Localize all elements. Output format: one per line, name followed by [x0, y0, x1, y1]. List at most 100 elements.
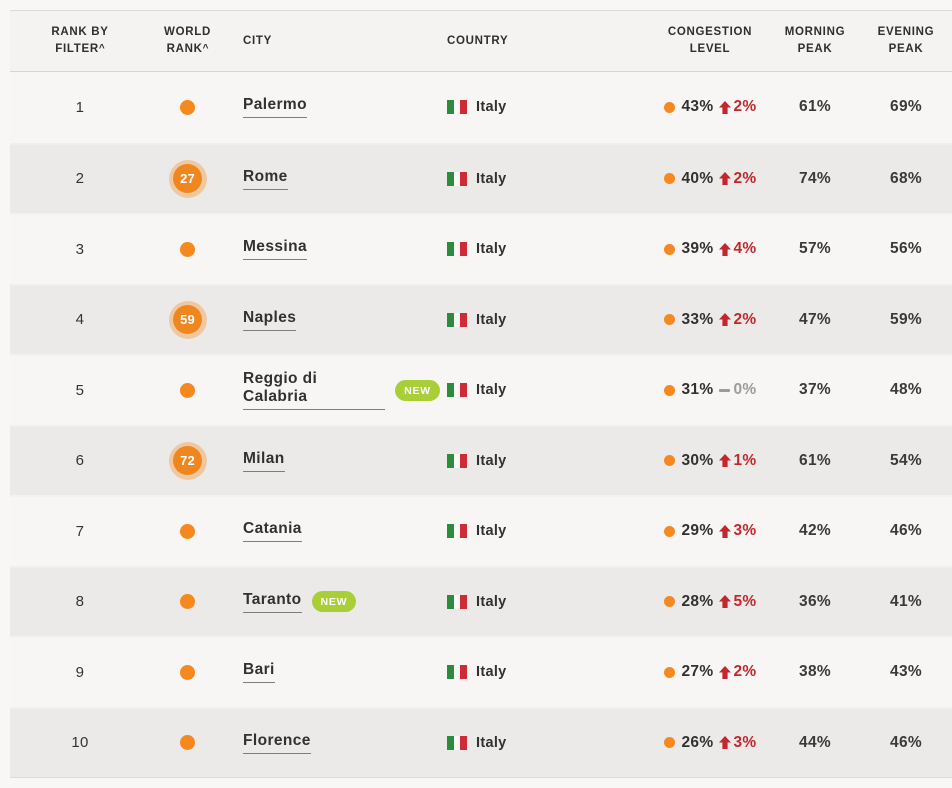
arrow-up-icon: [719, 172, 732, 186]
city-link[interactable]: Florence: [243, 732, 311, 754]
evening-peak-value: 43%: [890, 663, 922, 681]
evening-peak-value: 46%: [890, 733, 922, 751]
congestion-level-cell: 27% 2%: [650, 663, 770, 681]
world-rank-cell: [150, 241, 225, 257]
congestion-change: 2%: [719, 311, 756, 329]
congestion-level-cell: 31% 0%: [650, 381, 770, 399]
change-value: 4%: [733, 240, 757, 258]
congestion-dot-icon: [663, 525, 675, 537]
filter-rank-value: 5: [75, 381, 85, 399]
congestion-change: 3%: [719, 522, 756, 540]
congestion-dot-icon: [663, 596, 675, 608]
arrow-up-icon: [719, 100, 732, 114]
rank-by-filter-cell: 8: [10, 593, 150, 610]
country-name: Italy: [476, 241, 507, 258]
filter-rank-value: 8: [75, 593, 85, 611]
header-label: CITY: [243, 34, 272, 47]
header-label: CONGESTION: [667, 26, 753, 39]
header-label: RANK BY: [51, 26, 109, 39]
filter-rank-value: 7: [75, 522, 85, 540]
column-header-world-rank[interactable]: WORLD RANK^: [150, 24, 225, 57]
italy-flag-icon: [447, 383, 468, 398]
world-rank-dot-icon: [180, 523, 195, 539]
world-rank-cell: [150, 735, 225, 751]
header-label: LEVEL: [689, 43, 731, 55]
rank-by-filter-cell: 10: [10, 734, 150, 751]
world-rank-cell: [150, 523, 225, 539]
city-link[interactable]: Naples: [243, 309, 297, 331]
morning-peak-cell: 37%: [770, 381, 860, 399]
evening-peak-value: 48%: [890, 381, 922, 399]
city-link[interactable]: Taranto: [243, 591, 302, 613]
morning-peak-value: 42%: [799, 522, 831, 540]
column-header-country: COUNTRY: [440, 33, 650, 50]
congestion-value: 27%: [681, 663, 714, 681]
morning-peak-value: 61%: [799, 451, 831, 469]
table-header-row: RANK BY FILTER^ WORLD RANK^ CITY COUNTRY…: [10, 11, 952, 72]
morning-peak-value: 47%: [799, 310, 831, 328]
world-rank-dot-icon: [180, 594, 195, 610]
morning-peak-value: 37%: [799, 381, 831, 399]
city-link[interactable]: Palermo: [243, 96, 307, 119]
country-name: Italy: [476, 593, 507, 610]
congestion-change: 0%: [719, 381, 756, 399]
sort-caret-icon: ^: [202, 43, 209, 54]
evening-peak-cell: 69%: [860, 98, 952, 116]
congestion-change: 3%: [719, 734, 756, 752]
country-name: Italy: [476, 311, 507, 328]
table-row: 9 Bari Italy 27% 2% 38% 43%: [10, 636, 952, 707]
congestion-level-cell: 30% 1%: [650, 452, 770, 470]
column-header-city: CITY: [225, 33, 440, 50]
country-cell: Italy: [440, 453, 650, 469]
table-row: 4 59 Naples Italy 33% 2% 47%: [10, 283, 952, 354]
congestion-dot-icon: [663, 384, 675, 396]
world-rank-dot-icon: [180, 664, 195, 680]
evening-peak-value: 46%: [890, 522, 922, 540]
city-cell: Messina: [225, 238, 440, 261]
evening-peak-value: 68%: [890, 169, 922, 187]
column-header-congestion-level: CONGESTION LEVEL: [650, 24, 770, 57]
congestion-dot-icon: [663, 243, 675, 255]
congestion-level-cell: 33% 2%: [650, 311, 770, 329]
column-header-rank-by-filter[interactable]: RANK BY FILTER^: [10, 24, 150, 57]
city-link[interactable]: Messina: [243, 238, 307, 261]
country-name: Italy: [476, 664, 507, 681]
evening-peak-value: 41%: [890, 592, 922, 610]
congestion-change: 4%: [719, 240, 756, 258]
table-row: 3 Messina Italy 39% 4% 57% 56%: [10, 213, 952, 284]
country-cell: Italy: [440, 523, 650, 539]
filter-rank-value: 4: [75, 311, 85, 329]
morning-peak-value: 57%: [799, 240, 831, 258]
city-link[interactable]: Reggio di Calabria: [243, 370, 386, 411]
change-value: 0%: [733, 381, 757, 399]
table-row: 6 72 Milan Italy 30% 1% 61%: [10, 424, 952, 495]
congestion-value: 40%: [681, 169, 714, 187]
italy-flag-icon: [447, 171, 468, 186]
congestion-change: 2%: [719, 170, 756, 188]
congestion-change: 5%: [719, 593, 756, 611]
new-badge: NEW: [395, 379, 440, 401]
world-rank-badge: 27: [168, 159, 207, 198]
filter-rank-value: 1: [75, 98, 85, 116]
city-cell: Rome: [225, 168, 440, 190]
arrow-up-icon: [719, 736, 732, 750]
header-label: FILTER: [55, 43, 99, 55]
rank-by-filter-cell: 6: [10, 452, 150, 469]
world-rank-cell: [150, 99, 225, 115]
city-link[interactable]: Rome: [243, 168, 288, 190]
city-cell: Naples: [225, 309, 440, 331]
congestion-value: 43%: [681, 98, 714, 116]
country-cell: Italy: [440, 241, 650, 257]
congestion-dot-icon: [663, 666, 675, 678]
country-cell: Italy: [440, 171, 650, 187]
congestion-value: 30%: [681, 451, 714, 469]
morning-peak-cell: 61%: [770, 98, 860, 116]
world-rank-cell: 72: [150, 441, 225, 480]
world-rank-dot-icon: [180, 241, 195, 257]
congestion-value: 26%: [681, 733, 714, 751]
city-link[interactable]: Milan: [243, 450, 285, 472]
world-rank-value: 72: [173, 446, 202, 476]
city-link[interactable]: Catania: [243, 520, 302, 543]
city-link[interactable]: Bari: [243, 661, 275, 684]
morning-peak-value: 61%: [799, 98, 831, 116]
